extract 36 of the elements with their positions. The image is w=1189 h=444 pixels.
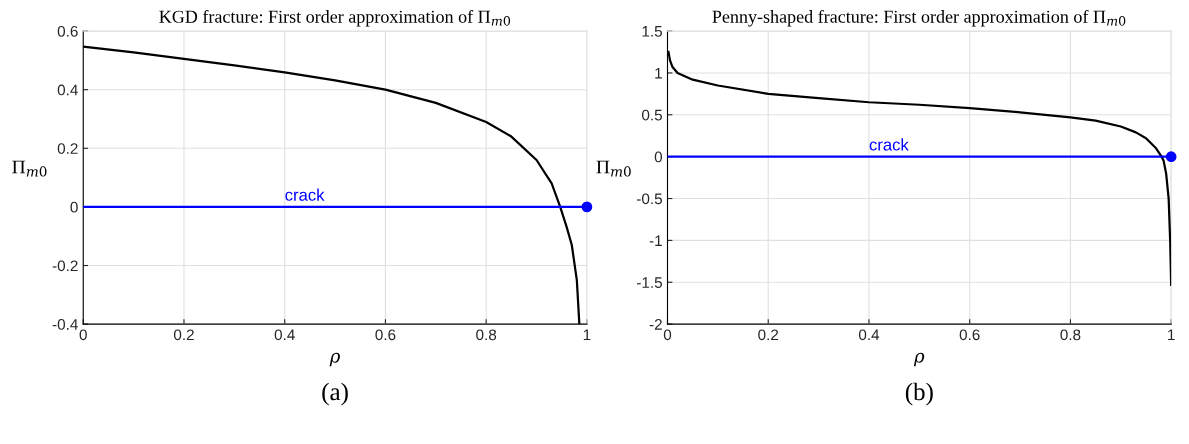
annotation: crack — [869, 138, 909, 151]
y-tick-label: -0.5 — [636, 193, 662, 205]
y-tick-label: 0 — [70, 201, 78, 213]
y-tick-label: 0.2 — [57, 143, 78, 154]
x-tick-label: 1 — [583, 329, 591, 341]
x-axis-title: ρ — [913, 352, 925, 367]
text: (b) — [905, 382, 933, 406]
x-tick-label: 0 — [79, 329, 87, 341]
y-tick-label: -2 — [649, 318, 662, 330]
x-tick-label: 0.6 — [375, 329, 396, 341]
y-tick-label: 1 — [655, 67, 662, 79]
x-tick-label: 0.2 — [173, 329, 194, 341]
x-tick-label: 0.4 — [274, 329, 295, 341]
x-tick-label: 0.8 — [1060, 329, 1081, 341]
text: (a) — [322, 382, 348, 406]
x-tick-label: 0.2 — [758, 329, 779, 341]
y-axis-title: Π$_{m0}$ — [12, 160, 47, 177]
y-tick-label: -1 — [649, 235, 662, 246]
x-tick-label: 0.6 — [959, 329, 980, 341]
x-axis-title: ρ — [329, 352, 340, 367]
x-tick-label: 0 — [663, 329, 672, 341]
y-tick-label: 0.6 — [57, 25, 78, 37]
x-tick-label: 1 — [1168, 329, 1175, 341]
y-tick-label: -0.4 — [52, 318, 78, 330]
y-tick-label: -1.5 — [636, 277, 662, 288]
chart-title: KGD fracture: First order approximation of Π$_{m0}$ — [159, 9, 511, 27]
y-tick-label: 0 — [654, 151, 663, 163]
x-tick-label: 0.8 — [476, 329, 497, 341]
x-tick-label: 0.4 — [858, 329, 880, 341]
y-tick-label: 0.4 — [57, 84, 78, 96]
annotation: crack — [285, 188, 325, 201]
y-tick-label: 1.5 — [642, 26, 662, 37]
chart-title: Penny-shaped fracture: First order approximation of Π$_{m0}$ — [712, 9, 1126, 27]
y-tick-label: 0.5 — [641, 109, 662, 121]
y-tick-label: -0.2 — [52, 260, 78, 272]
y-axis-title: Π$_{m0}$ — [596, 160, 631, 177]
